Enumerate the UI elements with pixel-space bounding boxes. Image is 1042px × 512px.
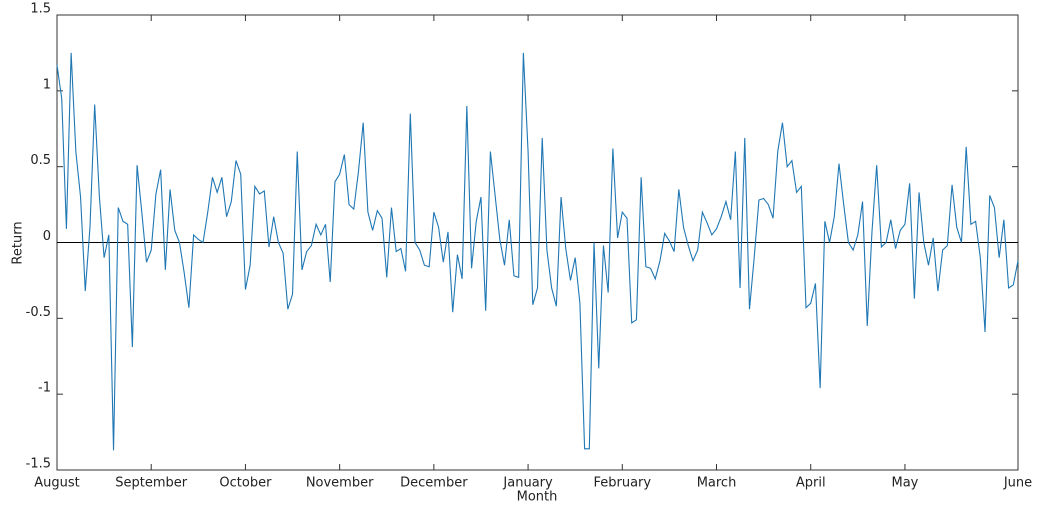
y-tick-label: 0.5 (30, 153, 51, 168)
y-tick-label: -1 (38, 381, 51, 396)
x-axis-label: Month (517, 490, 558, 505)
x-tick-label: April (796, 476, 826, 491)
x-tick-label: October (219, 476, 272, 491)
y-tick-label: -1.5 (26, 457, 51, 472)
y-axis-label: Return (11, 221, 26, 264)
x-tick-label: May (891, 476, 918, 491)
x-tick-label: March (697, 476, 737, 491)
data-line (56, 52, 1019, 451)
x-tick-label: November (306, 476, 374, 491)
x-tick-label: September (115, 476, 188, 491)
x-tick-label: December (400, 476, 468, 491)
x-tick-label: February (593, 476, 651, 491)
y-tick-label: 1.5 (30, 2, 51, 17)
y-tick-label: -0.5 (26, 305, 51, 320)
x-tick-label: August (34, 476, 80, 491)
x-tick-label: January (502, 476, 553, 491)
y-tick-label: 1 (43, 77, 51, 92)
y-tick-label: 0 (43, 229, 51, 244)
x-tick-label: June (1003, 476, 1032, 491)
